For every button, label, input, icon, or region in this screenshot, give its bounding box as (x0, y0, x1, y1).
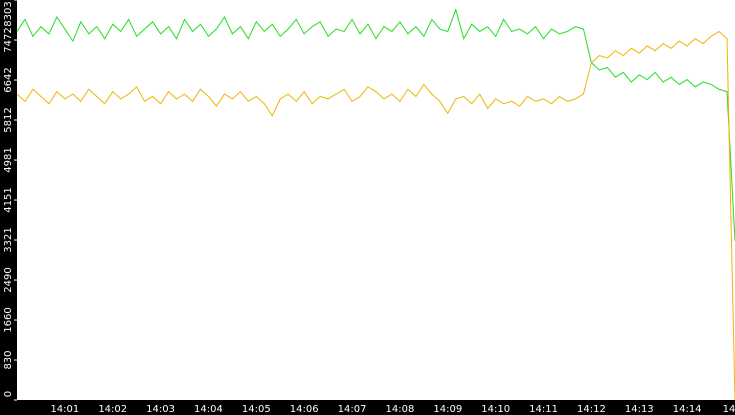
y-tick-label: 5812 (3, 107, 14, 132)
x-tick-label: 14:04 (194, 404, 223, 415)
x-tick-label: 14:06 (290, 404, 319, 415)
y-tick-label: 7472 (3, 27, 14, 52)
y-tick-label: 6642 (3, 67, 14, 92)
x-tick-label: 14:02 (98, 404, 127, 415)
y-tick-label: 4151 (3, 187, 14, 212)
x-tick-label: 14:03 (146, 404, 175, 415)
x-tick-label: 14:05 (242, 404, 271, 415)
x-tick-label: 14:01 (50, 404, 79, 415)
x-tick-label: 14 (723, 404, 735, 415)
y-tick-label: 8303 (3, 1, 14, 26)
x-tick-label: 14:09 (433, 404, 462, 415)
y-tick-label: 2490 (3, 267, 14, 292)
x-tick-label: 14:10 (481, 404, 510, 415)
x-tick-label: 14:12 (577, 404, 606, 415)
y-tick-label: 3321 (3, 227, 14, 252)
x-tick-label: 14:08 (386, 404, 415, 415)
plot-area (17, 0, 735, 400)
x-tick-label: 14:11 (529, 404, 558, 415)
x-tick-label: 14:13 (625, 404, 654, 415)
x-tick-label: 14:07 (338, 404, 367, 415)
y-tick-label: 830 (3, 350, 14, 369)
series-line (16, 30, 735, 401)
y-tick-label: 4981 (3, 147, 14, 172)
x-tick-label: 14:14 (673, 404, 702, 415)
series-line (16, 8, 735, 242)
y-tick-label: 1660 (3, 307, 14, 332)
y-tick-label: 0 (3, 391, 14, 397)
